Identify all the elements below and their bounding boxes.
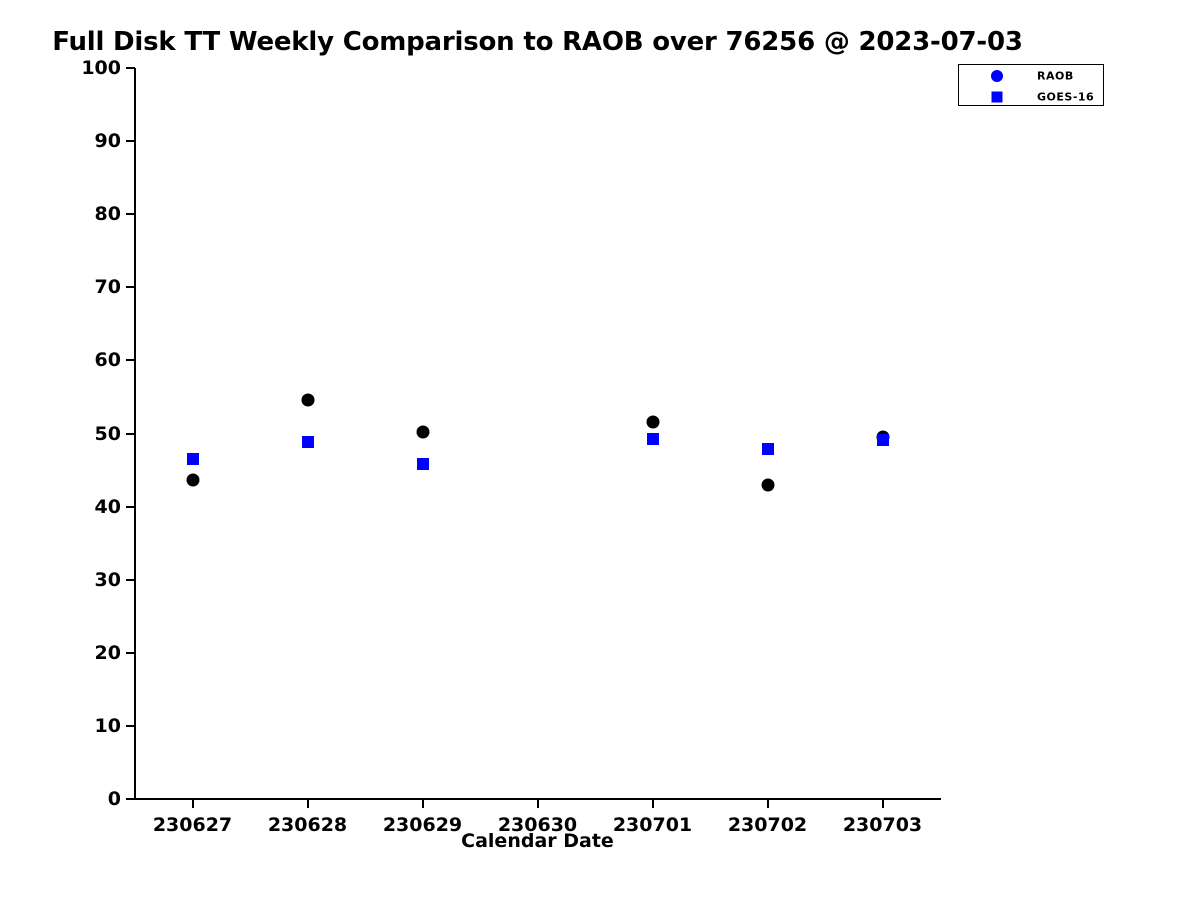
y-tick-mark — [126, 651, 135, 654]
x-tick-mark — [766, 799, 769, 808]
y-tick-label: 20 — [94, 641, 121, 664]
x-tick-mark — [651, 799, 654, 808]
data-point-raob — [186, 473, 199, 487]
x-tick-label: 230627 — [152, 814, 233, 836]
y-tick-mark — [126, 67, 135, 69]
x-tick-label: 230701 — [612, 814, 693, 836]
legend-marker-circle-icon — [991, 69, 1003, 82]
chart-legend: RAOB GOES-16 — [958, 64, 1104, 106]
x-tick-mark — [306, 799, 309, 808]
y-tick-label: 100 — [81, 57, 121, 79]
y-tick-mark — [126, 359, 135, 362]
x-tick-label: 230703 — [842, 814, 923, 836]
data-point-goes-16 — [416, 458, 429, 471]
y-tick-label: 0 — [107, 788, 121, 810]
y-tick-label: 40 — [94, 495, 121, 518]
y-tick-mark — [126, 140, 135, 143]
y-tick-label: 50 — [94, 422, 121, 445]
y-tick-mark — [126, 505, 135, 508]
x-tick-label: 230630 — [497, 814, 578, 836]
y-tick-mark — [126, 432, 135, 435]
data-point-goes-16 — [186, 453, 199, 466]
y-tick-label: 30 — [94, 568, 121, 591]
legend-marker-square-icon — [991, 91, 1003, 102]
y-tick-mark — [126, 578, 135, 581]
x-tick-mark — [191, 799, 194, 808]
y-tick-mark — [126, 724, 135, 727]
data-point-raob — [646, 415, 659, 429]
x-tick-mark — [421, 799, 424, 808]
data-point-goes-16 — [876, 434, 889, 447]
y-tick-mark — [126, 286, 135, 289]
y-tick-label: 10 — [94, 714, 121, 737]
y-tick-mark — [126, 213, 135, 216]
y-tick-label: 60 — [94, 349, 121, 372]
legend-label: GOES-16 — [1037, 90, 1095, 103]
x-tick-mark — [881, 799, 884, 808]
y-tick-mark — [126, 798, 135, 800]
data-point-goes-16 — [646, 432, 659, 445]
y-tick-label: 80 — [94, 203, 121, 226]
data-point-raob — [416, 425, 429, 439]
x-tick-mark — [536, 799, 539, 808]
legend-label: RAOB — [1037, 69, 1074, 82]
x-tick-label: 230702 — [727, 814, 808, 836]
data-point-goes-16 — [761, 442, 774, 455]
x-axis-label: Calendar Date — [461, 830, 614, 852]
plot-area: 0 10 20 30 40 50 60 70 80 90 100 230627 230628 23062… — [81, 57, 940, 836]
data-point-raob — [301, 393, 314, 407]
y-tick-label: 70 — [94, 276, 121, 299]
x-tick-label: 230629 — [382, 814, 463, 836]
data-point-raob — [761, 478, 774, 492]
y-axis-spine — [134, 68, 136, 800]
y-tick-label: 90 — [94, 130, 121, 153]
x-tick-label: 230628 — [267, 814, 348, 836]
page-title: Full Disk TT Weekly Comparison to RAOB o… — [52, 27, 1023, 57]
data-point-goes-16 — [301, 436, 314, 449]
legend-item-goes-16: GOES-16 — [959, 86, 1103, 107]
legend-item-raob: RAOB — [959, 65, 1103, 86]
